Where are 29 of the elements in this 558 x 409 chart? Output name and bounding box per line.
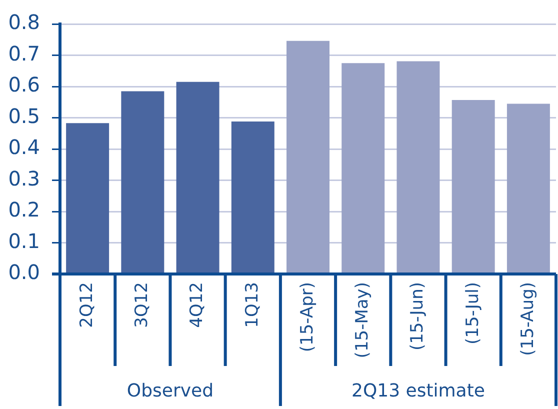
- x-tick-label: 1Q13: [242, 282, 262, 328]
- y-tick-label: 0.4: [8, 135, 40, 160]
- x-tick-label: (15-Apr): [297, 282, 318, 352]
- y-tick-label: 0.6: [8, 72, 40, 97]
- x-tick-label: 4Q12: [187, 282, 208, 328]
- y-tick-label: 0.1: [8, 228, 40, 253]
- bar: [506, 104, 550, 274]
- x-tick-label: (15-Jul): [462, 282, 483, 344]
- x-tick-label: (15-Aug): [518, 282, 538, 356]
- x-tick-label: (15-May): [352, 282, 373, 358]
- y-tick-label: 0.0: [8, 260, 40, 284]
- y-tick-label: 0.5: [8, 104, 40, 128]
- x-tick-label: 2Q12: [76, 282, 97, 328]
- x-tick-label: 3Q12: [132, 282, 152, 328]
- bar: [396, 61, 440, 274]
- bar: [286, 40, 330, 274]
- bar: [342, 63, 385, 274]
- y-tick-label: 0.8: [8, 10, 40, 34]
- x-tick-label: (15-Jun): [408, 282, 428, 351]
- y-tick-label: 0.7: [8, 41, 40, 66]
- text: Observed: [126, 380, 214, 402]
- text: 2Q13 estimate: [351, 380, 485, 402]
- bar: [452, 100, 495, 274]
- bar: [121, 91, 164, 274]
- bar: [176, 82, 220, 274]
- y-tick-label: 0.2: [8, 198, 40, 222]
- y-tick-label: 0.3: [8, 166, 40, 190]
- bar: [66, 123, 110, 274]
- bar: [231, 122, 274, 274]
